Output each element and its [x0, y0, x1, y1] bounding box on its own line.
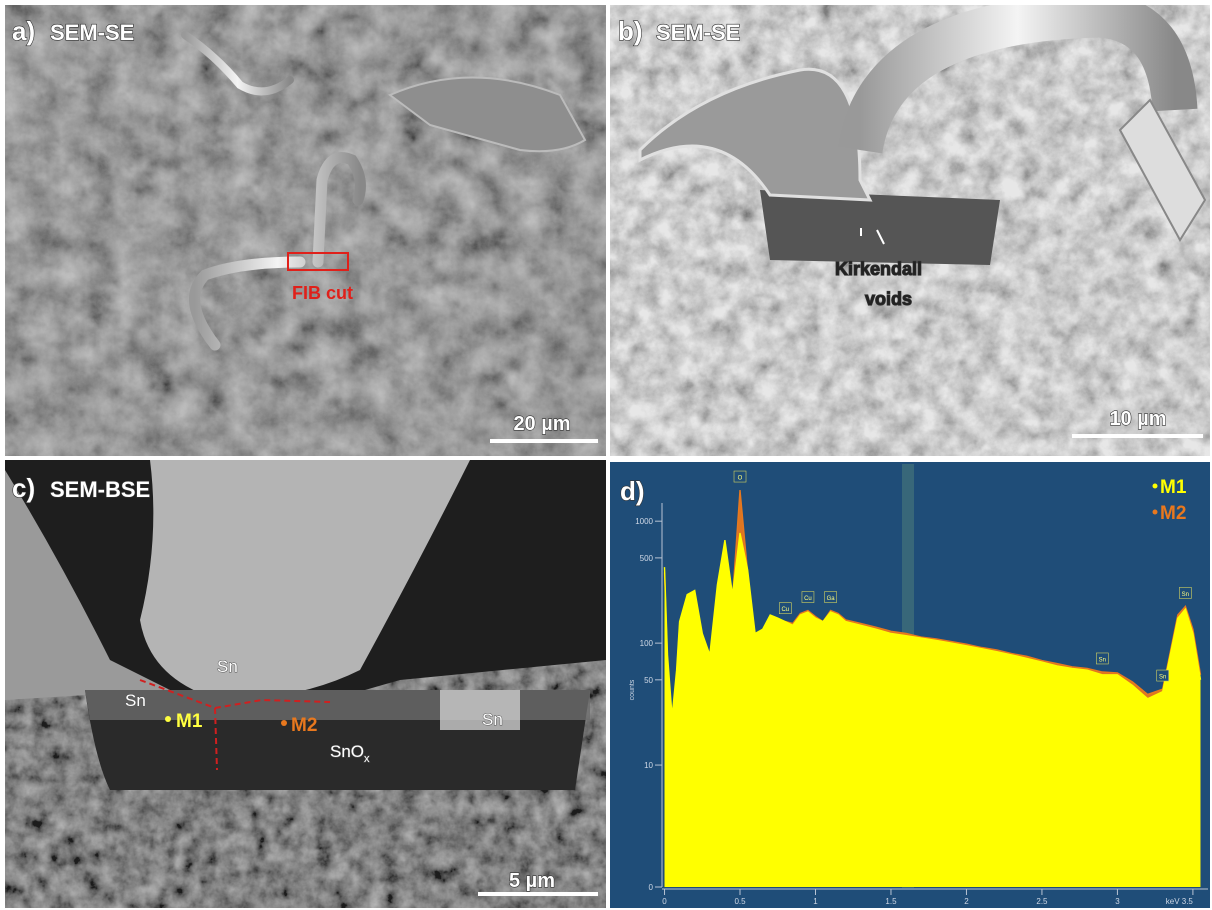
marker-label: M1	[176, 711, 203, 732]
fib-cut-label: FIB cut	[292, 283, 353, 303]
peak-label: Sn	[1099, 657, 1106, 663]
x-tick-label: 1.5	[885, 897, 897, 906]
marker-dot	[165, 716, 171, 722]
legend-dot	[1153, 484, 1158, 489]
panel-label: b)	[618, 16, 643, 46]
peak-label: Ga	[827, 596, 836, 602]
panel-b-image	[610, 5, 1210, 456]
scale-bar-label: 10 µm	[1109, 408, 1166, 430]
annotation: Kirkendall	[835, 259, 922, 279]
panel-label: a)	[12, 16, 35, 46]
peak-label: Cu	[804, 596, 812, 602]
scale-bar-label: 5 µm	[509, 870, 555, 892]
peak-label: Sn	[1159, 675, 1166, 681]
chart-title: d)	[620, 476, 645, 506]
panel-label: c)	[12, 473, 35, 503]
y-tick-label: 100	[640, 639, 654, 648]
x-tick-label: 2	[964, 897, 969, 906]
peak-label: O	[738, 476, 743, 482]
scale-bar-label: 20 µm	[513, 413, 570, 435]
marker-label: M2	[291, 715, 317, 736]
y-tick-label: 0	[649, 883, 654, 892]
peak-label: Cu	[781, 607, 789, 613]
x-tick-label: 3	[1115, 897, 1120, 906]
peak-label: Sn	[1182, 592, 1189, 598]
phase-label: Sn	[482, 710, 503, 729]
phase-label: Sn	[217, 657, 238, 676]
technique-label: SEM-BSE	[50, 477, 150, 502]
x-tick-label: 2.5	[1036, 897, 1048, 906]
panel-a-image	[5, 5, 606, 456]
technique-label: SEM-SE	[50, 20, 134, 45]
x-tick-label: 1	[813, 897, 818, 906]
panel-c-image	[5, 460, 606, 908]
x-tick-label: 0.5	[734, 897, 746, 906]
y-tick-label: 10	[644, 761, 653, 770]
y-tick-label: 500	[640, 554, 654, 563]
annotation: voids	[865, 289, 912, 309]
oxide-text: SnO	[330, 742, 364, 761]
legend-label: M2	[1160, 503, 1186, 524]
x-tick-label: 0	[662, 897, 667, 906]
y-axis-label: counts	[629, 679, 636, 700]
marker-dot	[281, 720, 287, 726]
legend-dot	[1153, 510, 1158, 515]
legend-label: M1	[1160, 477, 1187, 498]
phase-label: Sn	[125, 691, 146, 710]
oxide-subscript: x	[364, 753, 370, 765]
figure: FIB cut a) SEM-SE 20 µm Kirkendall voids…	[0, 0, 1212, 910]
y-tick-label: 1000	[635, 517, 653, 526]
y-tick-label: 50	[644, 676, 653, 685]
x-tick-label: keV 3.5	[1166, 897, 1194, 906]
technique-label: SEM-SE	[656, 20, 740, 45]
